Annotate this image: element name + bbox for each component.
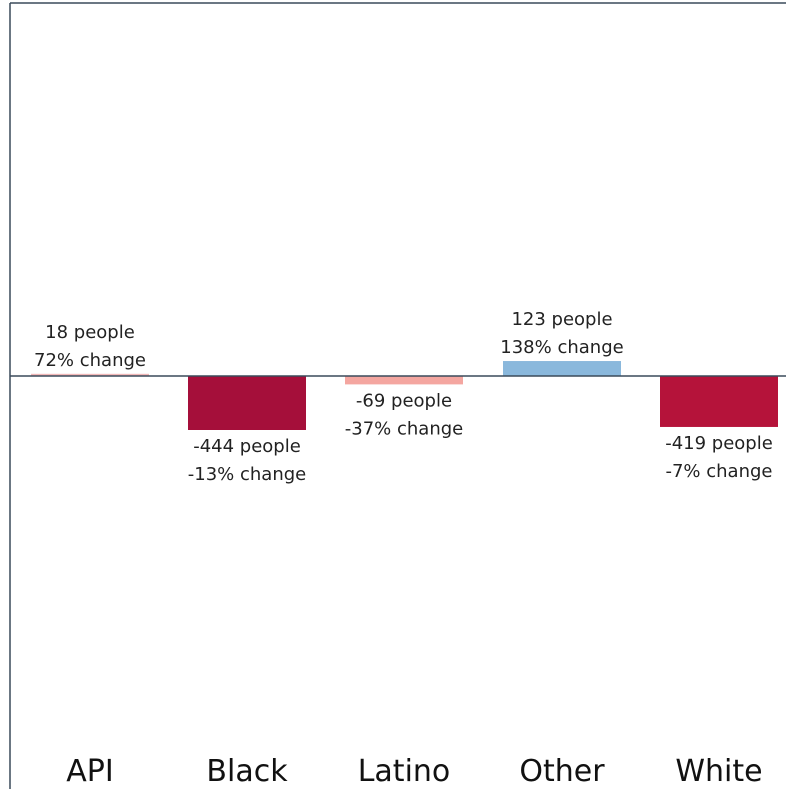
bar-other <box>503 361 621 376</box>
category-label-other: Other <box>519 754 605 789</box>
bar-latino <box>345 376 463 385</box>
bar-api <box>31 373 149 376</box>
category-labels-group: API Black Latino Other White <box>66 754 762 789</box>
data-label-white-people: -419 people <box>665 433 773 454</box>
data-labels-group: 18 people 72% change -444 people -13% chang… <box>34 309 773 485</box>
bar-black <box>188 376 306 430</box>
data-label-latino-change: -37% change <box>345 418 463 439</box>
category-label-api: API <box>66 754 113 789</box>
data-label-api-change: 72% change <box>34 350 146 371</box>
data-label-black-change: -13% change <box>188 464 306 485</box>
data-label-white-change: -7% change <box>665 461 772 482</box>
category-label-black: Black <box>206 754 288 789</box>
data-label-other-change: 138% change <box>500 337 623 358</box>
data-label-other-people: 123 people <box>511 309 612 330</box>
data-label-latino-people: -69 people <box>356 390 452 411</box>
bars-group <box>31 361 778 430</box>
category-label-white: White <box>675 754 762 789</box>
category-label-latino: Latino <box>358 754 451 789</box>
data-label-api-people: 18 people <box>45 322 135 343</box>
bar-white <box>660 376 778 427</box>
data-label-black-people: -444 people <box>193 436 301 457</box>
